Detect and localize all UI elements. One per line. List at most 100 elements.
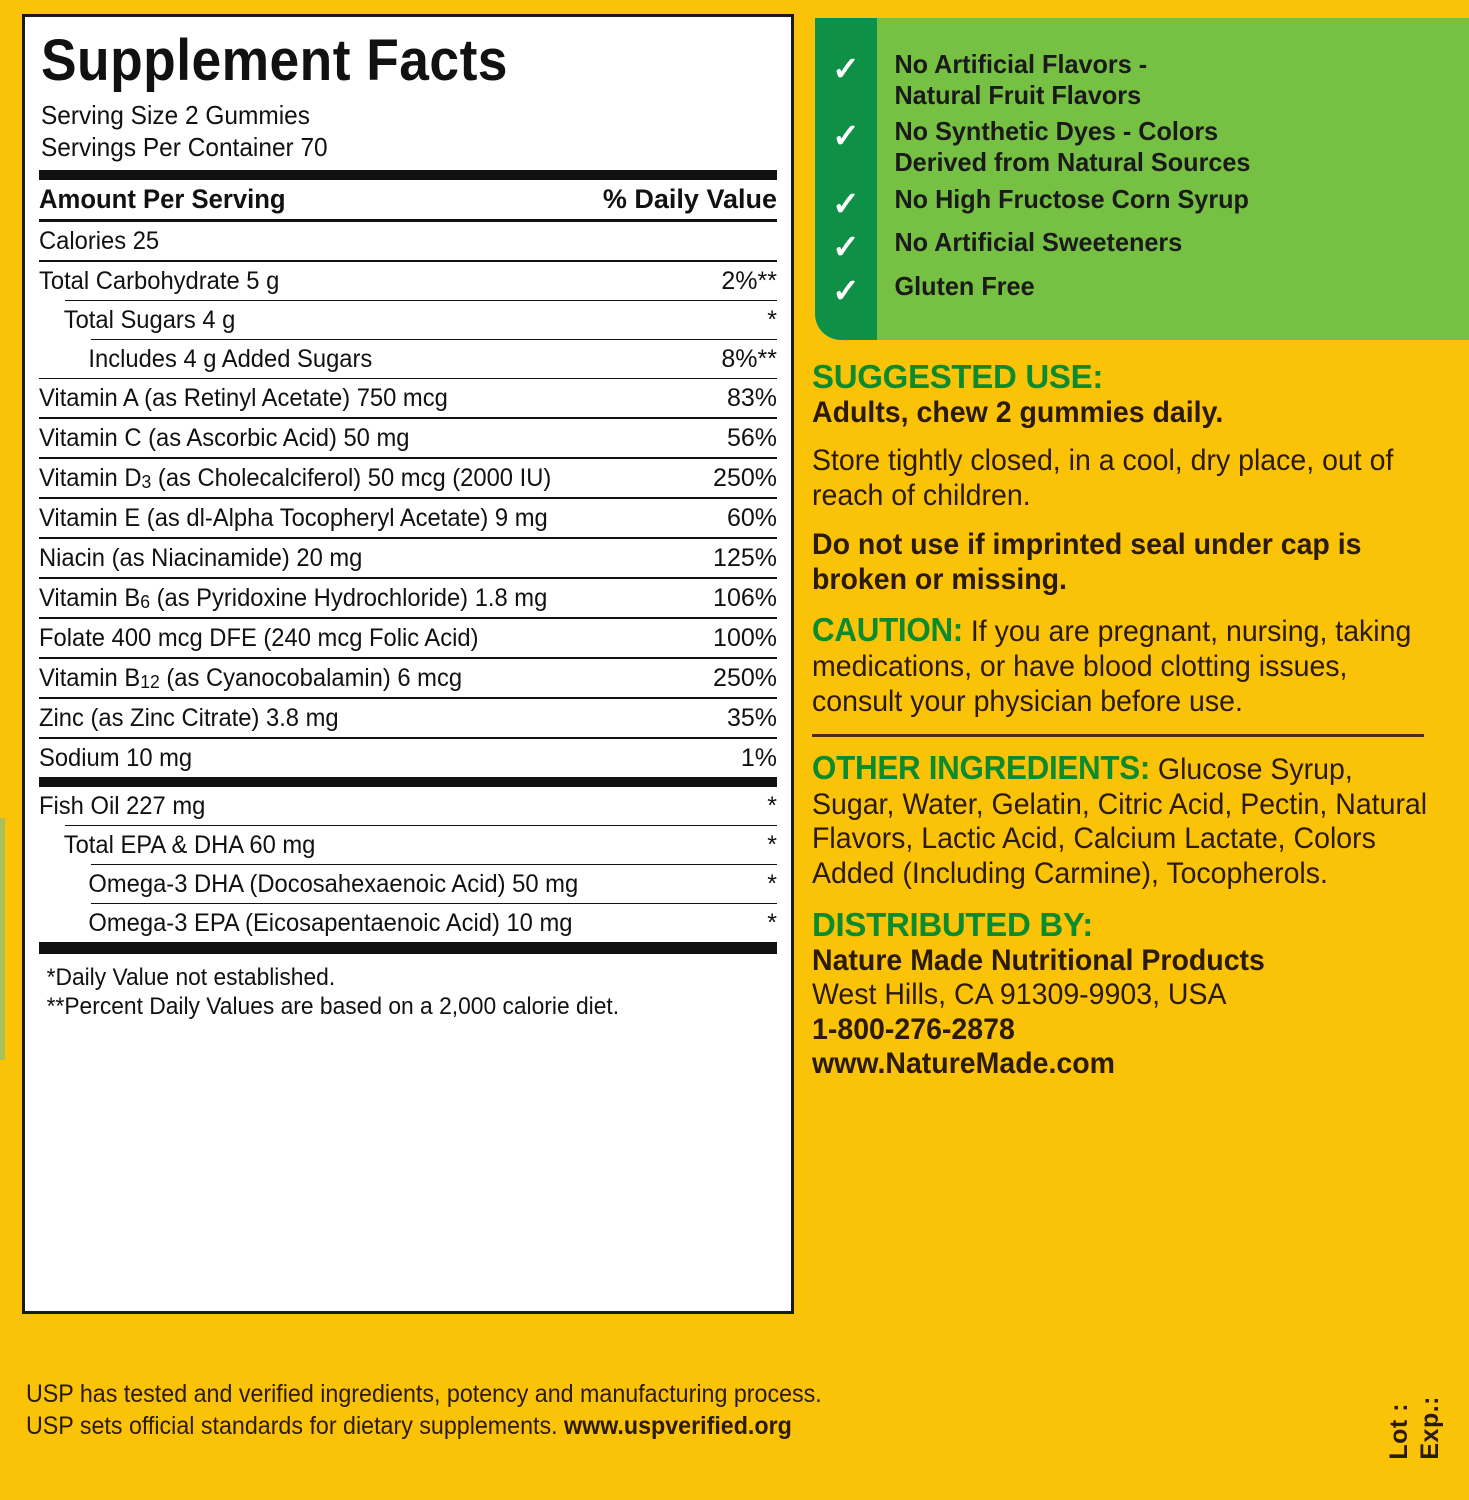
storage-text: Store tightly closed, in a cool, dry pla…	[812, 444, 1394, 512]
row-divider	[91, 863, 777, 865]
table-row: Zinc (as Zinc Citrate) 3.8 mg 35%	[39, 699, 777, 737]
claims-panel: ✓ No Artificial Flavors - Natural Fruit Fl…	[815, 18, 1469, 340]
company-address: West Hills, CA 91309-9903, USA	[812, 978, 1227, 1012]
row-divider	[39, 259, 777, 262]
row-dv: 35%	[726, 703, 777, 732]
caution-heading: CAUTION:	[812, 611, 963, 649]
row-divider	[39, 696, 777, 699]
row-name: Omega-3 EPA (Eicosapentaenoic Acid) 10 m…	[88, 908, 573, 937]
row-name: Includes 4 g Added Sugars	[88, 344, 373, 373]
usp-verification-text: USP has tested and verified ingredients,…	[26, 1378, 956, 1442]
info-column: SUGGESTED USE: Adults, chew 2 gummies da…	[812, 358, 1460, 1095]
row-name: Total EPA & DHA 60 mg	[63, 830, 316, 859]
table-row-calories: Calories 25	[39, 222, 777, 260]
lot-label: Lot :	[1385, 1403, 1413, 1460]
claim-item: ✓ No Artificial Flavors - Natural Fruit Fl…	[815, 46, 1469, 113]
distributed-by-heading: DISTRIBUTED BY:	[812, 905, 1093, 943]
row-dv: 56%	[726, 423, 777, 452]
supplement-facts-panel: Supplement Facts Serving Size 2 Gummies …	[22, 14, 794, 1314]
claims-list: ✓ No Artificial Flavors - Natural Fruit Fl…	[815, 18, 1469, 312]
row-divider	[91, 902, 777, 904]
check-icon: ✓	[832, 228, 860, 266]
row-dv: 2%**	[721, 266, 777, 295]
table-row: Omega-3 DHA (Docosahexaenoic Acid) 50 mg…	[39, 865, 777, 903]
divider-under-header	[39, 218, 777, 222]
nutrient-rows: Total Carbohydrate 5 g 2%** Total Sugars 4…	[39, 259, 777, 777]
table-row: Total EPA & DHA 60 mg *	[39, 826, 777, 864]
usp-line-1: USP has tested and verified ingredients,…	[26, 1380, 822, 1408]
table-row: Total Carbohydrate 5 g 2%**	[39, 262, 777, 300]
section-divider	[812, 733, 1424, 737]
table-row: Sodium 10 mg 1%	[39, 739, 777, 777]
row-dv: 1%	[740, 743, 777, 772]
claim-item: ✓ No High Fructose Corn Syrup	[815, 181, 1469, 225]
row-divider	[39, 576, 777, 579]
row-name: Zinc (as Zinc Citrate) 3.8 mg	[39, 703, 339, 732]
row-name: Vitamin E (as dl-Alpha Tocopheryl Acetat…	[39, 503, 548, 532]
table-row: Omega-3 EPA (Eicosapentaenoic Acid) 10 m…	[39, 904, 777, 942]
row-dv: *	[767, 305, 777, 334]
page-title: Supplement Facts	[41, 28, 508, 93]
claim-label: No High Fructose Corn Syrup	[894, 183, 1249, 214]
edge-sliver	[0, 818, 5, 1060]
row-divider	[39, 377, 777, 379]
company-phone[interactable]: 1-800-276-2878	[812, 1012, 1015, 1046]
claim-label: No Synthetic Dyes - Colors Derived from N…	[894, 116, 1251, 178]
col-daily-value: % Daily Value	[602, 183, 777, 214]
claim-item: ✓ Gluten Free	[815, 268, 1469, 312]
other-ingredients-heading: OTHER INGREDIENTS:	[812, 748, 1150, 786]
row-divider	[65, 824, 777, 826]
divider-block-footnotes	[39, 941, 777, 954]
row-name: Omega-3 DHA (Docosahexaenoic Acid) 50 mg	[88, 869, 579, 898]
row-divider	[91, 338, 777, 340]
storage-block: Store tightly closed, in a cool, dry pla…	[812, 444, 1460, 514]
claim-label: Gluten Free	[894, 270, 1035, 301]
row-divider	[39, 496, 777, 499]
row-divider	[39, 736, 777, 739]
footnote-percent-dv: **Percent Daily Values are based on a 2,…	[46, 992, 620, 1020]
row-dv: 83%	[726, 383, 777, 412]
claim-label: No Artificial Flavors - Natural Fruit Fla…	[894, 49, 1148, 110]
check-icon: ✓	[832, 50, 860, 87]
row-divider	[65, 299, 777, 301]
divider-thick-blend	[39, 776, 777, 787]
row-dv: 106%	[713, 583, 777, 612]
row-name: Total Sugars 4 g	[63, 305, 236, 334]
table-row: Includes 4 g Added Sugars 8%**	[39, 340, 777, 378]
row-dv: 250%	[713, 663, 777, 692]
row-name: Vitamin A (as Retinyl Acetate) 750 mcg	[39, 383, 448, 412]
row-divider	[39, 416, 777, 419]
lot-exp-block: Lot : Exp.:	[1385, 1396, 1445, 1460]
seal-warning-block: Do not use if imprinted seal under cap i…	[812, 528, 1460, 598]
usp-line-2: USP sets official standards for dietary …	[26, 1410, 956, 1442]
usp-line-2-text: USP sets official standards for dietary …	[26, 1412, 565, 1440]
check-icon: ✓	[832, 184, 860, 222]
usp-website-link[interactable]: www.uspverified.org	[564, 1412, 792, 1440]
row-name: Folate 400 mcg DFE (240 mcg Folic Acid)	[39, 623, 479, 652]
row-name: Fish Oil 227 mg	[39, 791, 206, 820]
row-dv: 250%	[713, 463, 777, 492]
row-dv: *	[767, 908, 777, 937]
company-name: Nature Made Nutritional Products	[812, 943, 1265, 977]
col-amount-per-serving: Amount Per Serving	[39, 183, 286, 214]
company-website[interactable]: www.NatureMade.com	[812, 1047, 1116, 1081]
check-icon: ✓	[832, 271, 860, 309]
servings-per-container: Servings Per Container 70	[41, 131, 328, 162]
row-name: Vitamin B12 (as Cyanocobalamin) 6 mcg	[39, 663, 463, 692]
row-dv: 8%**	[721, 344, 777, 373]
row-name: Vitamin C (as Ascorbic Acid) 50 mg	[39, 423, 410, 452]
row-name: Total Carbohydrate 5 g	[39, 266, 280, 295]
row-dv: 125%	[713, 543, 777, 572]
footnote-daily-value: *Daily Value not established.	[46, 963, 336, 991]
row-dv: *	[767, 869, 777, 898]
table-row: Vitamin C (as Ascorbic Acid) 50 mg 56%	[39, 419, 777, 457]
table-row: Vitamin A (as Retinyl Acetate) 750 mcg 83…	[39, 379, 777, 417]
caution-text: If you are pregnant, nursing, taking med…	[812, 615, 1412, 718]
table-row: Total Sugars 4 g *	[39, 301, 777, 339]
row-divider	[39, 656, 777, 659]
suggested-use-dose: Adults, chew 2 gummies daily.	[812, 396, 1224, 429]
suggested-use-block: SUGGESTED USE: Adults, chew 2 gummies da…	[812, 358, 1460, 430]
row-divider	[39, 456, 777, 459]
suggested-use-heading: SUGGESTED USE:	[812, 358, 1104, 395]
row-divider	[39, 536, 777, 539]
